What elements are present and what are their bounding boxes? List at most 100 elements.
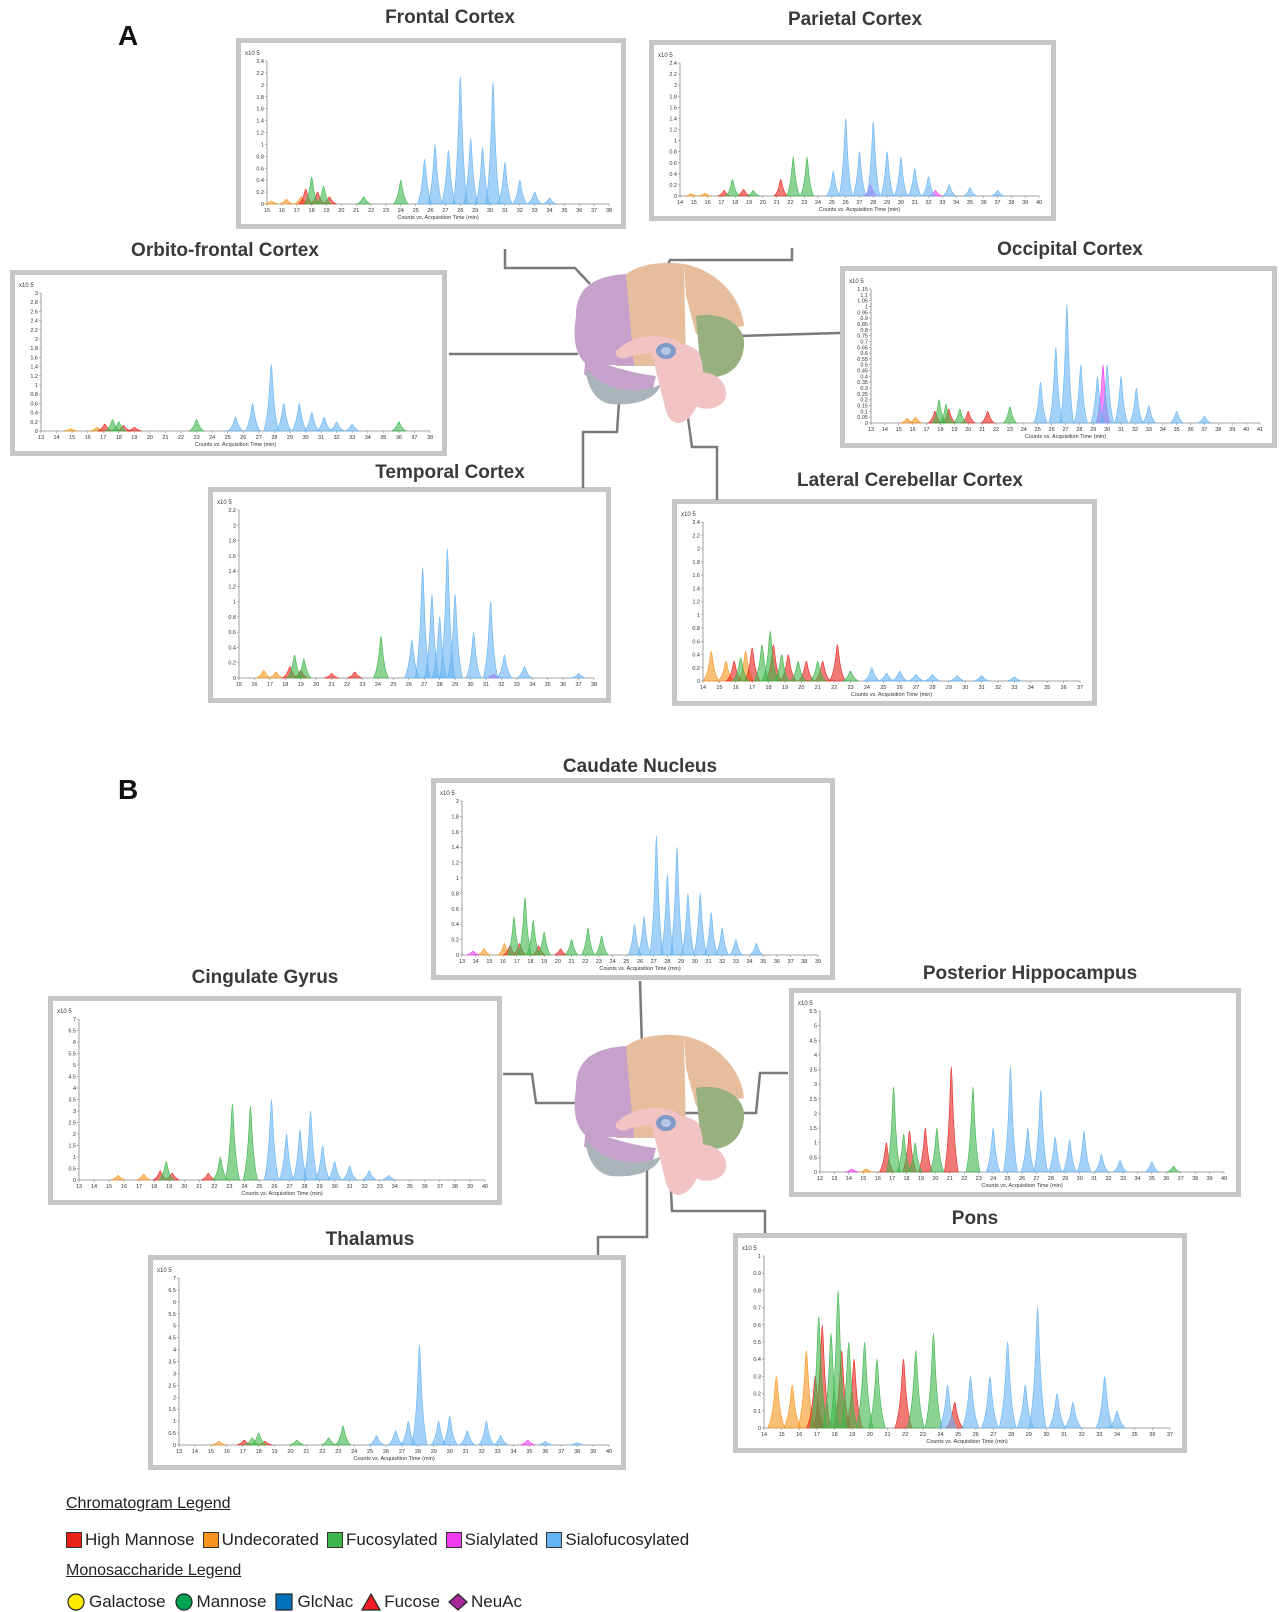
peak-sialofucosylated — [516, 666, 533, 679]
chart-svg: x10 5 0 0.1 0.2 0.3 0.4 0.5 0.6 0.7 0.8 0.9 1 14 15 16… — [742, 1246, 1173, 1445]
y-tick-label: 0.8 — [753, 1288, 761, 1294]
y-tick-label: 1.8 — [692, 560, 700, 566]
x-tick-label: 25 — [256, 1184, 262, 1190]
x-tick-label: 24 — [937, 1432, 943, 1438]
x-tick-label: 14 — [846, 1176, 852, 1182]
x-tick-label: 36 — [1061, 685, 1067, 691]
peak-sialofucosylated — [637, 916, 652, 956]
x-tick-label: 21 — [885, 1432, 891, 1438]
legend-label: Undecorated — [221, 1530, 319, 1549]
chart-cingulate-gyrus: x10 5 0 0.5 1 1.5 2 2.5 3 3.5 4 4.5 5 5.5 6 6.5 7 13 14 15… — [48, 996, 502, 1205]
x-tick-label: 13 — [176, 1449, 182, 1455]
peak-sialofucosylated — [714, 927, 730, 956]
x-axis-label: Counts vs. Acquisition Time (min) — [851, 692, 932, 698]
y-tick-label: 1.8 — [30, 346, 38, 352]
peak-undecorated — [477, 948, 491, 956]
chart-axes — [238, 510, 594, 679]
peak-high-mannose — [200, 1172, 216, 1181]
y-tick-label: 1 — [674, 139, 677, 145]
peak-fucosylated — [249, 1432, 268, 1446]
x-tick-label: 17 — [240, 1449, 246, 1455]
y-tick-label: 4.5 — [68, 1075, 76, 1081]
y-tick-label: 5 — [73, 1063, 76, 1069]
x-tick-label: 19 — [298, 682, 304, 688]
y-tick-label: 0.65 — [857, 345, 868, 351]
y-tick-label: 6.5 — [68, 1029, 76, 1035]
x-tick-label: 32 — [517, 208, 523, 214]
x-tick-label: 14 — [761, 1432, 767, 1438]
x-tick-label: 13 — [38, 435, 44, 441]
y-tick-label: 3.5 — [168, 1360, 176, 1366]
x-tick-label: 38 — [1215, 427, 1221, 433]
x-tick-label: 28 — [929, 685, 935, 691]
x-tick-label: 34 — [1160, 427, 1166, 433]
monosaccharide-legend: Galactose Mannose GlcNac Fucose NeuAc — [66, 1592, 530, 1612]
y-tick-label: 2.5 — [68, 1121, 76, 1127]
chart-svg: x10 5 0 0.2 0.4 0.6 0.8 1 1.2 1.4 1.6 1.8 2 2.2 2.4 2.… — [19, 283, 433, 448]
peak-sialofucosylated — [526, 191, 543, 205]
chart-svg: x10 5 0 0.2 0.4 0.6 0.8 1 1.2 1.4 1.6 1.8 2 2.2 2.4 14… — [658, 53, 1042, 213]
legend-item-high-mannose: High Mannose — [66, 1530, 195, 1550]
peak-sialofucosylated — [381, 1175, 397, 1181]
peak-sialofucosylated — [680, 893, 695, 956]
x-tick-label: 13 — [459, 959, 465, 965]
peak-fucosylated — [303, 176, 320, 205]
y-tick-label: 0.25 — [857, 392, 868, 398]
legend-item-neuac: NeuAc — [448, 1592, 522, 1612]
peak-sialofucosylated — [571, 673, 587, 679]
peak-sialofucosylated — [430, 1420, 447, 1446]
peak-sialofucosylated — [862, 667, 881, 682]
x-tick-label: 30 — [1043, 1432, 1049, 1438]
peak-fucosylated — [786, 156, 801, 197]
peak-fucosylated — [839, 1341, 858, 1429]
x-tick-label: 25 — [225, 435, 231, 441]
x-tick-label: 26 — [428, 208, 434, 214]
chart-title-thalamus: Thalamus — [325, 1229, 415, 1250]
peak-high-mannose — [943, 1066, 959, 1173]
peak-sialofucosylated — [693, 893, 708, 956]
x-tick-label: 35 — [760, 959, 766, 965]
peak-undecorated — [702, 650, 720, 682]
chart-orbito-frontal-cortex: x10 5 0 0.2 0.4 0.6 0.8 1 1.2 1.4 1.6 1.8 2 2.2 2.4 2.… — [10, 270, 447, 456]
y-tick-label: 0 — [35, 429, 38, 435]
x-tick-label: 32 — [995, 685, 1001, 691]
peak-fucosylated — [526, 920, 541, 956]
x-tick-label: 15 — [779, 1432, 785, 1438]
x-tick-label: 27 — [399, 1449, 405, 1455]
x-tick-label: 15 — [236, 682, 242, 688]
x-tick-label: 38 — [1192, 1176, 1198, 1182]
x-tick-label: 19 — [131, 435, 137, 441]
y-tick-label: 0.6 — [451, 907, 459, 913]
peak-fucosylated — [732, 657, 750, 682]
x-tick-label: 31 — [705, 959, 711, 965]
series-undecorated — [767, 1350, 816, 1429]
y-axis-scale-label: x10 5 — [849, 279, 864, 285]
peak-sialofucosylated — [1100, 364, 1115, 424]
y-tick-label: 0.6 — [30, 401, 38, 407]
x-tick-label: 38 — [427, 435, 433, 441]
x-tick-label: 12 — [817, 1176, 823, 1182]
y-tick-label: 0 — [456, 953, 459, 959]
x-tick-label: 25 — [1005, 1176, 1011, 1182]
series-sialofucosylated — [416, 75, 557, 205]
y-tick-label: 5.5 — [168, 1312, 176, 1318]
x-axis-label: Counts vs. Acquisition Time (min) — [819, 207, 900, 213]
x-tick-label: 34 — [529, 682, 535, 688]
legend-item-sialylated: Sialylated — [445, 1530, 538, 1550]
x-tick-label: 25 — [623, 959, 629, 965]
x-tick-label: 32 — [925, 200, 931, 206]
x-tick-label: 35 — [1132, 1432, 1138, 1438]
x-tick-label: 27 — [913, 685, 919, 691]
series-fucosylated — [244, 1425, 352, 1446]
legend-swatch — [326, 1532, 343, 1548]
series-undecorated — [211, 1441, 227, 1446]
x-tick-label: 20 — [798, 685, 804, 691]
peak-sialofucosylated — [660, 873, 675, 956]
x-tick-label: 25 — [413, 208, 419, 214]
y-axis-scale-label: x10 5 — [57, 1009, 72, 1015]
x-axis-label: Counts vs. Acquisition Time (min) — [981, 1183, 1062, 1189]
x-tick-label: 19 — [951, 427, 957, 433]
y-tick-label: 5.5 — [809, 1009, 817, 1015]
y-tick-label: 3 — [814, 1082, 817, 1088]
y-tick-label: 2.6 — [30, 309, 38, 315]
